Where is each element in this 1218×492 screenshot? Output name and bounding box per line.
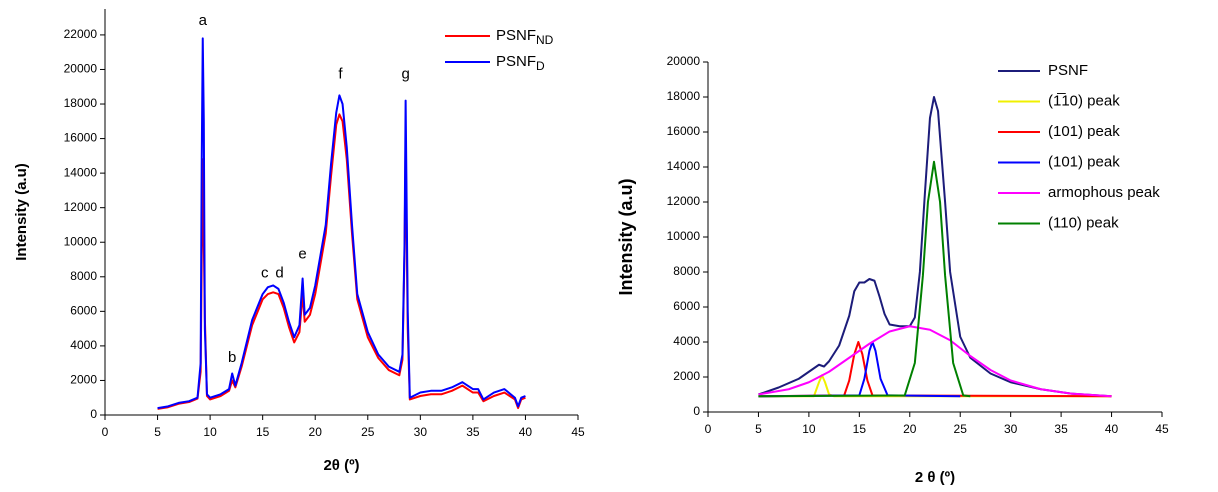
y-tick-label: 12000 <box>64 200 98 214</box>
y-tick-label: 18000 <box>667 89 701 103</box>
legend-label: PSNFND <box>496 27 554 47</box>
x-tick-label: 25 <box>954 422 968 436</box>
x-tick-label: 5 <box>154 425 161 439</box>
x-axis-title: 2 θ (º) <box>915 469 955 486</box>
x-tick-label: 40 <box>1105 422 1119 436</box>
x-tick-label: 30 <box>414 425 428 439</box>
x-tick-label: 35 <box>1054 422 1068 436</box>
y-tick-label: 2000 <box>673 369 700 383</box>
legend-name: (101) peak <box>1048 123 1120 140</box>
legend-name: PSNF <box>496 27 536 44</box>
x-tick-label: 0 <box>102 425 109 439</box>
y-tick-label: 14000 <box>667 159 701 173</box>
legend-label: (1̅10) peak <box>1048 92 1120 109</box>
y-tick-label: 10000 <box>64 234 98 248</box>
series-line <box>758 341 1112 398</box>
peak-label: g <box>401 66 409 83</box>
x-tick-label: 20 <box>903 422 917 436</box>
x-axis-title: 2θ (º) <box>323 457 359 474</box>
y-tick-label: 4000 <box>673 334 700 348</box>
y-axis-title: Intensity (a.u) <box>616 178 636 295</box>
x-tick-label: 15 <box>256 425 270 439</box>
x-tick-label: 10 <box>203 425 217 439</box>
peak-label: a <box>199 12 208 29</box>
x-tick-label: 5 <box>755 422 762 436</box>
legend-subscript: D <box>536 59 545 73</box>
x-tick-label: 15 <box>853 422 867 436</box>
peak-label: b <box>228 349 236 366</box>
legend-name: PSNF <box>1048 62 1088 79</box>
y-tick-label: 4000 <box>70 338 97 352</box>
peak-label: d <box>275 264 283 281</box>
legend-label: (110) peak <box>1048 214 1119 231</box>
series-line <box>758 374 1112 398</box>
x-tick-label: 30 <box>1004 422 1018 436</box>
legend-name: PSNF <box>496 53 536 70</box>
y-tick-label: 8000 <box>673 264 700 278</box>
y-tick-label: 12000 <box>667 194 701 208</box>
peak-label: c <box>261 264 269 281</box>
y-tick-label: 6000 <box>70 304 97 318</box>
y-tick-label: 0 <box>90 407 97 421</box>
x-tick-label: 20 <box>309 425 323 439</box>
legend-name: (110) peak <box>1048 214 1119 231</box>
series-line <box>758 160 971 398</box>
y-tick-label: 18000 <box>64 96 98 110</box>
y-tick-label: 20000 <box>64 62 98 76</box>
y-tick-label: 2000 <box>70 373 97 387</box>
legend-name: armophous peak <box>1048 184 1160 201</box>
legend-subscript: ND <box>536 33 554 47</box>
x-tick-label: 25 <box>361 425 375 439</box>
legend-label: armophous peak <box>1048 184 1160 201</box>
legend-label: PSNF <box>1048 62 1088 79</box>
y-tick-label: 16000 <box>64 131 98 145</box>
x-tick-label: 10 <box>802 422 816 436</box>
series-line <box>758 325 1112 398</box>
x-tick-label: 45 <box>571 425 585 439</box>
y-tick-label: 8000 <box>70 269 97 283</box>
y-tick-label: 14000 <box>64 165 98 179</box>
series-line <box>157 37 526 410</box>
x-tick-label: 45 <box>1155 422 1169 436</box>
legend-label: (101) peak <box>1048 123 1120 140</box>
x-tick-label: 35 <box>466 425 480 439</box>
y-tick-label: 10000 <box>667 229 701 243</box>
y-axis-title: Intensity (a.u) <box>13 163 30 261</box>
legend-name: (101) peak <box>1048 153 1120 170</box>
peak-label: e <box>298 245 306 262</box>
y-tick-label: 20000 <box>667 54 701 68</box>
x-tick-label: 0 <box>705 422 712 436</box>
legend-label: (101) peak <box>1048 153 1120 170</box>
y-tick-label: 16000 <box>667 124 701 138</box>
series-line <box>157 113 526 410</box>
series-line <box>758 96 1112 398</box>
y-tick-label: 22000 <box>64 27 98 41</box>
y-tick-label: 0 <box>693 404 700 418</box>
y-tick-label: 6000 <box>673 299 700 313</box>
legend-name: (1̅10) peak <box>1048 92 1120 109</box>
peak-label: f <box>338 66 343 83</box>
x-tick-label: 40 <box>519 425 533 439</box>
legend-label: PSNFD <box>496 53 545 73</box>
